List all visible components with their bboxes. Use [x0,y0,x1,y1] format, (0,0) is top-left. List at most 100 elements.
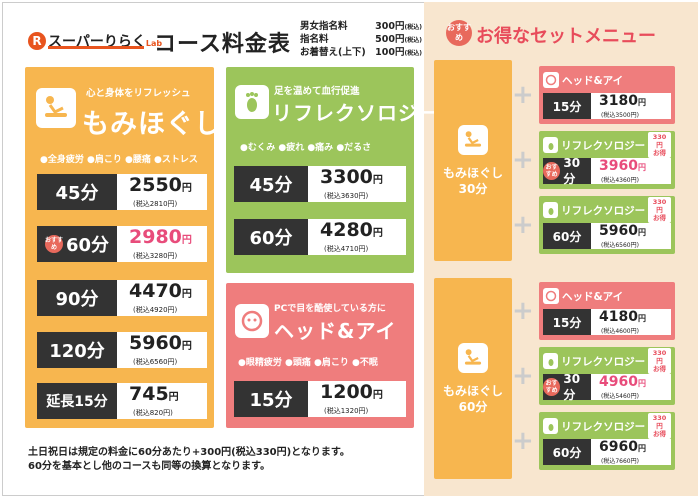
price-value: 5960 [599,222,638,239]
price-row: 延長15分 745円 (税込820円) [37,383,207,419]
massage-icon [458,342,488,373]
price-value: 745 [129,383,169,405]
reflexology-course-name: リフレクソロジー [272,101,440,125]
fee-tax: (税込) [404,50,423,57]
massage-icon [458,124,488,155]
set-base-name: もみほぐし [442,383,503,398]
price: 2550円 (税込2810円) [117,174,207,210]
tax-price: (税込6560円) [601,241,639,249]
head-eye-symptoms: ●眼精疲労 ●頭痛 ●肩こり ●不眠 [238,358,378,368]
price: 4180円 (税込4600円) [591,309,671,335]
price-row: 60分 4280円 (税込4710円) [234,219,406,255]
recommend-badge: おすすめ [543,378,561,396]
price: 745円 (税込820円) [117,383,207,419]
tax-price: (税込4920円) [133,306,178,314]
discount-amount: 330円 [652,414,667,430]
duration-text: 60分 [65,235,110,256]
price-value: 2980 [129,226,182,248]
price-value: 4180 [599,308,638,325]
duration: 60分 [543,223,591,249]
duration-text: 30分 [563,371,581,402]
fee-tax: (税込) [404,24,423,31]
set-base-course: もみほぐし 30分 [434,60,512,261]
fee-value: 300円 [375,21,405,32]
set-menu-title: お得なセットメニュー [476,26,656,47]
price: 3180円 (税込3500円) [591,93,671,119]
logo-underline [48,46,144,49]
tax-price: (税込3280円) [133,252,178,260]
fee-row: 指名料 500円(税込) [300,33,422,46]
price-value: 4280 [320,219,373,241]
set-base-name: もみほぐし [442,165,503,180]
discount-amount: 330円 [652,133,667,149]
face-icon [543,288,559,304]
massage-course-name: もみほぐし [82,109,222,140]
price-unit: 円 [637,97,646,107]
fee-value: 100円 [375,47,405,58]
duration-text: 30分 [563,155,581,186]
fee-list: 男女指名料 300円(税込) 指名料 500円(税込) お着替え(上下) 100円(税… [300,20,422,59]
tax-price: (税込6560円) [133,358,178,366]
set-base-duration: 60分 [458,399,488,414]
price: 2980円 (税込3280円) [117,226,207,262]
page-title: コース料金表 [154,32,291,57]
duration: 45分 [37,174,117,210]
card-name: リフレクソロジー [561,355,646,368]
discount-amount: 330円 [652,198,667,214]
plus-icon: + [512,145,534,175]
price-unit: 円 [637,162,646,172]
duration: おすすめ 30分 [543,371,591,402]
tax-price: (税込3630円) [324,192,369,200]
discount-badge: 330円 お得 [648,197,671,223]
tax-price: (税込4600円) [601,327,639,335]
discount-label: お得 [653,365,667,373]
price: 4280円 (税込4710円) [308,219,406,255]
duration: 90分 [37,280,117,316]
price: 1200円 (税込1320円) [308,381,406,417]
discount-badge: 330円 お得 [648,413,671,439]
price-row: 45分 2550円 (税込2810円) [37,174,207,210]
price-unit: 円 [372,390,383,401]
massage-tagline: 心と身体をリフレッシュ [86,88,191,99]
foot-icon [543,353,559,369]
head-eye-course-name: ヘッド&アイ [274,319,397,343]
price-unit: 円 [181,341,192,352]
price-value: 5960 [129,332,182,354]
price-unit: 円 [181,235,192,246]
note-line: 土日祝日は規定の料金に60分あたり+300円(税込330円)となります。 [28,447,350,458]
discount-badge: 330円 お得 [648,348,671,374]
duration: 120分 [37,332,117,368]
price-unit: 円 [181,289,192,300]
fee-label: 男女指名料 [300,21,348,32]
set-card: リフレクソロジー 330円 お得 おすすめ 30分 3960円 (税込4360円) [539,131,675,189]
duration: おすすめ 60分 [37,226,117,262]
set-card: リフレクソロジー 330円 お得 60分 5960円 (税込6560円) [539,196,675,254]
price-unit: 円 [372,228,383,239]
price: 5960円 (税込6560円) [117,332,207,368]
duration: 15分 [543,93,591,119]
price: 6960円 (税込7660円) [591,439,671,465]
plus-icon: + [512,426,534,456]
duration: おすすめ 30分 [543,155,591,186]
recommend-badge: おすすめ [543,162,561,180]
card-name: ヘッド&アイ [562,74,624,87]
set-card: リフレクソロジー 330円 お得 60分 6960円 (税込7660円) [539,412,675,470]
discount-label: お得 [653,149,667,157]
card-name: リフレクソロジー [561,204,646,217]
tax-price: (税込2810円) [133,200,178,208]
set-card: ヘッド&アイ 15分 4180円 (税込4600円) [539,282,675,340]
price-value: 6960 [599,438,638,455]
face-icon [543,72,559,88]
card-name: リフレクソロジー [561,420,646,433]
duration: 15分 [234,381,308,417]
set-card: リフレクソロジー 330円 お得 おすすめ 30分 4960円 (税込5460円) [539,347,675,405]
price-unit: 円 [181,183,192,194]
logo-icon: R [28,32,46,50]
duration: 15分 [543,309,591,335]
foot-icon [235,85,269,119]
price-row: 90分 4470円 (税込4920円) [37,280,207,316]
price-value: 3300 [320,166,373,188]
plus-icon: + [512,210,534,240]
tax-price: (税込5460円) [601,392,639,400]
reflexology-symptoms: ●むくみ ●疲れ ●痛み ●だるさ [240,143,372,153]
